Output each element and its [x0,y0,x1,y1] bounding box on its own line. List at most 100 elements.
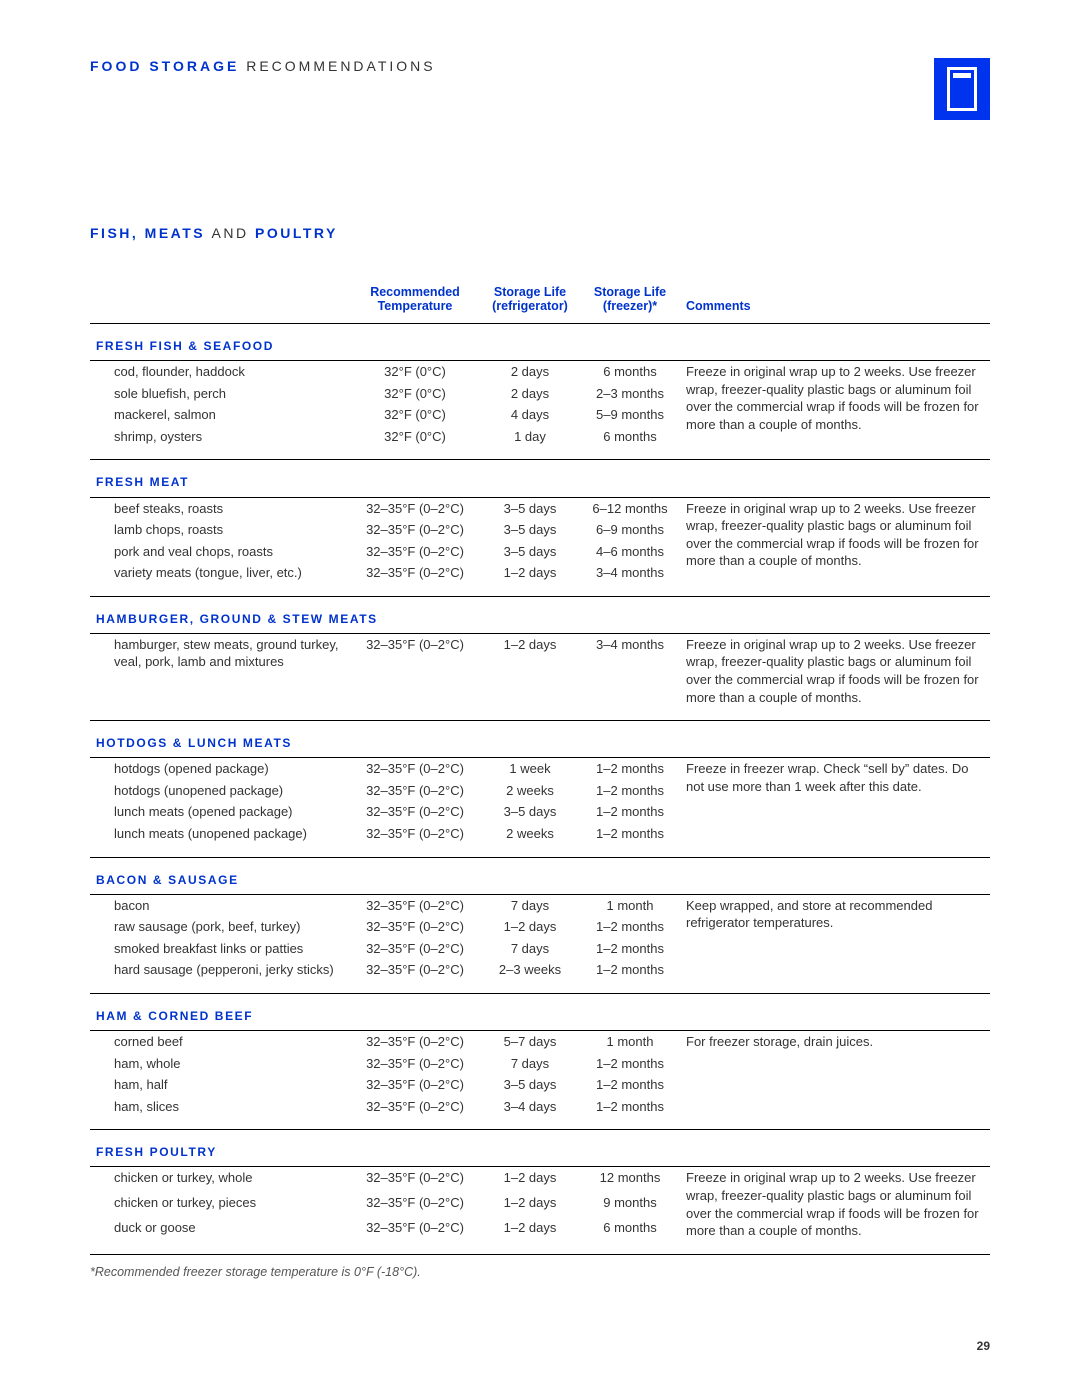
category-heading: HAM & CORNED BEEF [90,993,990,1030]
cell-item: ham, half [90,1074,350,1096]
cell-item: chicken or turkey, whole [90,1167,350,1192]
category-heading: FRESH FISH & SEAFOOD [90,324,990,361]
cell-item: ham, slices [90,1096,350,1118]
cell-freezer: 6–9 months [580,519,680,541]
cell-item: raw sausage (pork, beef, turkey) [90,916,350,938]
cell-temp: 32°F (0°C) [350,426,480,448]
cell-item: beef steaks, roasts [90,497,350,519]
col-header-comments: Comments [680,281,990,324]
cell-comment: Freeze in freezer wrap. Check “sell by” … [680,758,990,845]
cell-item: mackerel, salmon [90,404,350,426]
cell-freezer: 1–2 months [580,823,680,845]
section-bold-1: FISH, MEATS [90,225,205,241]
cell-freezer: 12 months [580,1167,680,1192]
col-header-temp: Recommended Temperature [350,281,480,324]
cell-temp: 32–35°F (0–2°C) [350,497,480,519]
cell-freezer: 1–2 months [580,758,680,780]
cell-refrigerator: 1–2 days [480,562,580,584]
table-row: hotdogs (opened package)32–35°F (0–2°C)1… [90,758,990,780]
cell-comment: Freeze in original wrap up to 2 weeks. U… [680,497,990,584]
cell-temp: 32–35°F (0–2°C) [350,1167,480,1192]
cell-refrigerator: 2–3 weeks [480,959,580,981]
page-title: FOOD STORAGE RECOMMENDATIONS [90,58,436,74]
table-row: corned beef32–35°F (0–2°C)5–7 days1 mont… [90,1031,990,1053]
cell-temp: 32–35°F (0–2°C) [350,541,480,563]
category-heading: BACON & SAUSAGE [90,857,990,894]
cell-temp: 32–35°F (0–2°C) [350,916,480,938]
storage-table: Recommended Temperature Storage Life (re… [90,281,990,1255]
cell-freezer: 3–4 months [580,562,680,584]
cell-refrigerator: 1 day [480,426,580,448]
cell-temp: 32–35°F (0–2°C) [350,1074,480,1096]
cell-comment: Keep wrapped, and store at recommended r… [680,894,990,981]
cell-item: lamb chops, roasts [90,519,350,541]
section-mid: AND [212,225,249,241]
cell-refrigerator: 7 days [480,1053,580,1075]
cell-temp: 32–35°F (0–2°C) [350,959,480,981]
table-row: cod, flounder, haddock32°F (0°C)2 days6 … [90,361,990,383]
cell-freezer: 1–2 months [580,916,680,938]
cell-refrigerator: 7 days [480,894,580,916]
cell-refrigerator: 4 days [480,404,580,426]
cell-temp: 32°F (0°C) [350,404,480,426]
cell-freezer: 9 months [580,1192,680,1217]
cell-item: bacon [90,894,350,916]
section-title: FISH, MEATS AND POULTRY [90,225,990,241]
col-header-freezer: Storage Life (freezer)* [580,281,680,324]
table-row: chicken or turkey, whole32–35°F (0–2°C)1… [90,1167,990,1192]
cell-refrigerator: 2 weeks [480,823,580,845]
footnote: *Recommended freezer storage temperature… [90,1265,990,1279]
cell-freezer: 1–2 months [580,938,680,960]
cell-comment: Freeze in original wrap up to 2 weeks. U… [680,633,990,708]
title-light: RECOMMENDATIONS [246,58,435,74]
cell-freezer: 3–4 months [580,633,680,708]
cell-temp: 32°F (0°C) [350,383,480,405]
col-header-item [90,281,350,324]
cell-freezer: 6 months [580,361,680,383]
cell-item: variety meats (tongue, liver, etc.) [90,562,350,584]
cell-item: duck or goose [90,1217,350,1242]
cell-temp: 32–35°F (0–2°C) [350,823,480,845]
table-row: hamburger, stew meats, ground turkey, ve… [90,633,990,708]
cell-temp: 32°F (0°C) [350,361,480,383]
cell-item: hotdogs (unopened package) [90,780,350,802]
cell-temp: 32–35°F (0–2°C) [350,758,480,780]
cell-freezer: 1–2 months [580,801,680,823]
cell-refrigerator: 2 weeks [480,780,580,802]
cell-comment: Freeze in original wrap up to 2 weeks. U… [680,361,990,448]
cell-freezer: 1–2 months [580,1074,680,1096]
cell-refrigerator: 1–2 days [480,1167,580,1192]
cell-item: hamburger, stew meats, ground turkey, ve… [90,633,350,708]
page-number: 29 [977,1339,990,1353]
cell-freezer: 6 months [580,426,680,448]
cell-comment: For freezer storage, drain juices. [680,1031,990,1118]
cell-refrigerator: 3–5 days [480,519,580,541]
cell-temp: 32–35°F (0–2°C) [350,1192,480,1217]
cell-freezer: 1 month [580,894,680,916]
table-row: beef steaks, roasts32–35°F (0–2°C)3–5 da… [90,497,990,519]
cell-temp: 32–35°F (0–2°C) [350,1031,480,1053]
cell-item: ham, whole [90,1053,350,1075]
cell-freezer: 1–2 months [580,1053,680,1075]
cell-temp: 32–35°F (0–2°C) [350,562,480,584]
cell-item: cod, flounder, haddock [90,361,350,383]
cell-temp: 32–35°F (0–2°C) [350,633,480,708]
cell-item: corned beef [90,1031,350,1053]
cell-refrigerator: 1–2 days [480,1217,580,1242]
cell-temp: 32–35°F (0–2°C) [350,780,480,802]
cell-refrigerator: 3–5 days [480,1074,580,1096]
title-bold: FOOD STORAGE [90,58,239,74]
col-header-refrigerator: Storage Life (refrigerator) [480,281,580,324]
category-heading: FRESH POULTRY [90,1130,990,1167]
cell-freezer: 1–2 months [580,1096,680,1118]
cell-refrigerator: 5–7 days [480,1031,580,1053]
cell-item: chicken or turkey, pieces [90,1192,350,1217]
cell-temp: 32–35°F (0–2°C) [350,1096,480,1118]
category-heading: HOTDOGS & LUNCH MEATS [90,721,990,758]
cell-freezer: 4–6 months [580,541,680,563]
cell-freezer: 6–12 months [580,497,680,519]
cell-item: hard sausage (pepperoni, jerky sticks) [90,959,350,981]
cell-temp: 32–35°F (0–2°C) [350,938,480,960]
cell-item: sole bluefish, perch [90,383,350,405]
cell-temp: 32–35°F (0–2°C) [350,1217,480,1242]
